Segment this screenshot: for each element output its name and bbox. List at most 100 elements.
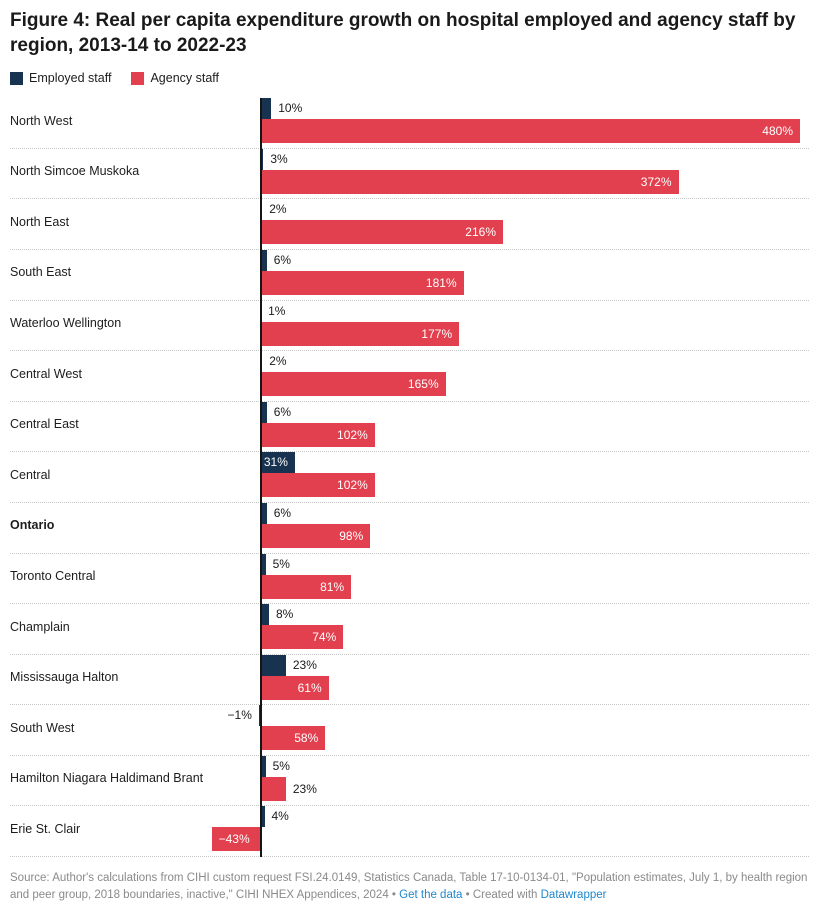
chart-row: North Simcoe Muskoka 3% 372% — [10, 148, 809, 200]
legend-label-agency: Agency staff — [150, 71, 220, 86]
chart-row: Mississauga Halton 23% 61% — [10, 654, 809, 706]
bar-value-label: 5% — [272, 556, 290, 571]
agency-bar — [260, 321, 460, 346]
chart-row: Toronto Central 5% 81% — [10, 553, 809, 605]
agency-bar — [260, 422, 375, 447]
bar-value-label: 6% — [273, 505, 292, 520]
agency-bar — [211, 827, 260, 852]
legend-item-agency: Agency staff — [131, 71, 219, 85]
region-label: Central East — [10, 417, 79, 432]
created-with-text: Created with — [472, 889, 541, 902]
bar-value-label: 6% — [273, 404, 292, 419]
bar-value-label: 372% — [640, 174, 672, 189]
agency-bar — [260, 270, 464, 295]
agency-bar — [260, 119, 800, 144]
chart-row: Central East 6% 102% — [10, 401, 809, 453]
bar-value-label: 61% — [297, 680, 322, 695]
agency-bar — [260, 625, 344, 650]
agency-bar — [260, 776, 286, 801]
legend: Employed staff Agency staff — [10, 71, 809, 85]
employed-bar — [260, 502, 267, 524]
employed-bar — [260, 553, 266, 575]
bar-value-label: 177% — [421, 326, 453, 341]
chart-row: Hamilton Niagara Haldimand Brant 5% 23% — [10, 755, 809, 807]
chart-row: North East 2% 216% — [10, 199, 809, 250]
region-label: South East — [10, 265, 72, 280]
chart-row: South East 6% 181% — [10, 249, 809, 301]
bar-value-label: 1% — [268, 303, 286, 318]
bar-value-label: 4% — [271, 809, 289, 824]
chart-row: South West −1% 58% — [10, 705, 809, 756]
region-label: Central — [10, 467, 51, 482]
employed-bar — [260, 654, 286, 676]
legend-swatch-agency-icon — [131, 71, 145, 85]
employed-bar — [260, 755, 266, 777]
bar-value-label: 23% — [292, 781, 317, 796]
agency-bar — [260, 169, 679, 194]
chart-row: Waterloo Wellington 1% 177% — [10, 300, 809, 352]
bar-value-label: 5% — [272, 758, 290, 773]
region-label: South West — [10, 720, 75, 735]
region-label: Erie St. Clair — [10, 821, 81, 836]
bar-value-label: 2% — [269, 202, 287, 217]
region-label: Central West — [10, 366, 83, 381]
bar-chart: North West 10% 480% North Simcoe Muskoka 3% 3… — [10, 98, 809, 858]
agency-bar — [260, 523, 371, 548]
region-label: North West — [10, 113, 73, 128]
region-label: Mississauga Halton — [10, 670, 119, 685]
region-label: Ontario — [10, 518, 55, 533]
agency-bar — [260, 372, 446, 397]
bar-value-label: 98% — [339, 528, 364, 543]
bar-value-label: 102% — [337, 478, 368, 493]
region-label: Toronto Central — [10, 569, 96, 583]
region-label: Waterloo Wellington — [10, 316, 122, 331]
bar-value-label: 3% — [270, 151, 288, 166]
bar-value-label: 81% — [320, 579, 345, 594]
employed-bar — [260, 604, 269, 626]
bar-value-label: −43% — [218, 832, 250, 847]
bar-value-label: 181% — [425, 275, 457, 290]
source-text: Source: Author's calculations from CIHI … — [10, 872, 808, 902]
legend-swatch-employed-icon — [10, 71, 23, 85]
footer: Source: Author's calculations from CIHI … — [10, 870, 809, 905]
bar-value-label: 216% — [465, 225, 496, 240]
employed-bar — [258, 705, 260, 727]
separator-dot: • — [388, 889, 400, 902]
zero-axis-line — [260, 98, 262, 858]
bar-value-label: 23% — [292, 657, 317, 672]
get-the-data-link[interactable]: Get the data — [399, 889, 463, 902]
bar-value-label: 480% — [762, 124, 793, 139]
bar-value-label: 31% — [263, 455, 288, 470]
legend-label-employed: Employed staff — [29, 71, 112, 86]
datawrapper-link[interactable]: Datawrapper — [540, 889, 607, 902]
bar-value-label: 58% — [294, 731, 319, 746]
employed-bar — [260, 401, 267, 423]
chart-row: Ontario 6% 98% — [10, 502, 809, 554]
employed-bar — [260, 98, 272, 120]
chart-row: Central West 2% 165% — [10, 351, 809, 402]
legend-item-employed: Employed staff — [10, 71, 111, 85]
bar-value-label: 102% — [337, 427, 368, 442]
agency-bar — [260, 726, 326, 751]
separator-dot: • — [462, 889, 473, 902]
chart-row: Champlain 8% 74% — [10, 604, 809, 655]
chart-title: Figure 4: Real per capita expenditure gr… — [10, 10, 796, 57]
chart-row: Erie St. Clair 4% −43% — [10, 806, 809, 858]
bar-value-label: 8% — [276, 607, 294, 622]
bar-value-label: 2% — [269, 354, 287, 369]
employed-bar — [260, 452, 295, 474]
bar-value-label: 165% — [407, 377, 439, 392]
region-label: Champlain — [10, 619, 70, 634]
region-label: Hamilton Niagara Haldimand Brant — [10, 771, 204, 786]
bar-value-label: 10% — [278, 101, 303, 116]
agency-bar — [260, 574, 352, 599]
region-label: North Simcoe Muskoka — [10, 164, 140, 179]
agency-bar — [260, 675, 329, 700]
region-label: North East — [10, 214, 70, 229]
bar-value-label: −1% — [227, 708, 252, 723]
bar-value-label: 6% — [273, 252, 292, 267]
chart-row: Central 31% 102% — [10, 452, 809, 503]
chart-row: North West 10% 480% — [10, 98, 809, 149]
agency-bar — [260, 220, 503, 245]
